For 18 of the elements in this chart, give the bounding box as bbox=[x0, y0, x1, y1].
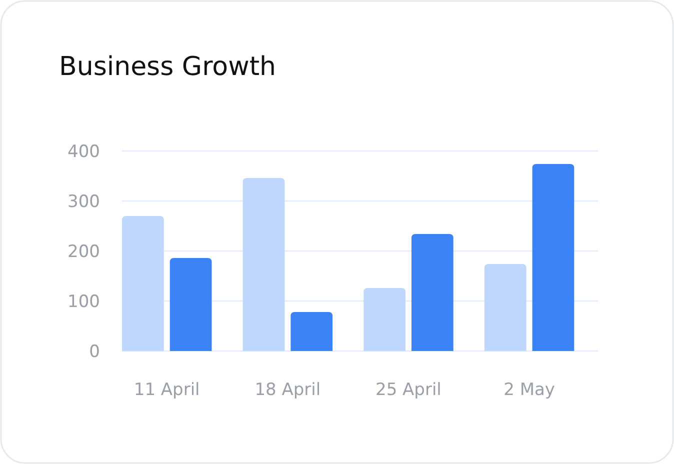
x-tick-label: 18 April bbox=[254, 380, 321, 400]
bar bbox=[364, 288, 406, 351]
y-tick-label: 200 bbox=[68, 242, 100, 262]
bar bbox=[170, 258, 212, 351]
y-tick-label: 400 bbox=[68, 142, 100, 162]
bar bbox=[484, 264, 526, 351]
x-tick-label: 25 April bbox=[376, 380, 442, 400]
bar bbox=[242, 178, 285, 351]
bar bbox=[411, 234, 454, 351]
chart-title: Business Growth bbox=[59, 52, 276, 82]
bar bbox=[532, 164, 574, 351]
y-tick-label: 0 bbox=[89, 342, 100, 362]
y-tick-label: 100 bbox=[68, 292, 100, 312]
bar bbox=[290, 312, 333, 351]
x-tick-label: 11 April bbox=[134, 380, 200, 400]
x-tick-label: 2 May bbox=[504, 380, 555, 400]
y-tick-label: 300 bbox=[68, 192, 100, 212]
bar bbox=[122, 216, 164, 351]
